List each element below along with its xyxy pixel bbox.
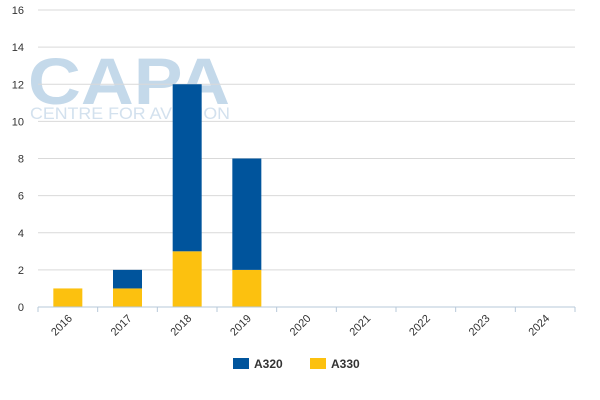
y-tick-label: 6 [18,191,24,203]
y-tick-label: 14 [12,42,24,54]
bars [53,84,262,307]
bar-a330-2018 [172,251,202,307]
y-axis-tick-labels: 0 2 4 6 8 10 12 14 16 [12,5,24,314]
bar-a320-2019 [232,158,262,270]
y-tick-label: 2 [18,265,24,277]
y-tick-label: 10 [12,116,24,128]
legend-swatch-a320 [233,358,249,369]
bar-a320-2017 [113,269,142,289]
y-tick-label: 8 [18,154,24,166]
x-tick-label: 2019 [228,313,254,339]
y-tick-label: 0 [18,302,24,314]
y-tick-label: 12 [12,79,24,91]
legend: A320 A330 [233,357,360,371]
legend-label-a330: A330 [331,357,360,371]
x-tick-label: 2023 [467,313,493,339]
bar-a320-2018 [172,84,202,252]
x-tick-label: 2018 [168,313,194,339]
bar-a330-2016 [53,288,83,307]
gridlines [38,9,575,271]
x-tick-label: 2016 [49,313,75,339]
y-tick-label: 16 [12,5,24,17]
x-axis [37,306,576,312]
x-tick-label: 2022 [407,313,433,339]
x-tick-label: 2020 [288,313,314,339]
x-tick-label: 2017 [109,313,135,339]
x-tick-label: 2021 [347,313,373,339]
x-tick-label: 2024 [526,313,552,339]
legend-swatch-a330 [310,358,326,369]
legend-label-a320: A320 [254,357,283,371]
bar-a330-2019 [232,269,262,307]
bar-a330-2017 [113,288,142,307]
x-axis-tick-labels: 2016 2017 2018 2019 2020 2021 2022 2023 2024 [49,313,552,339]
y-tick-label: 4 [18,228,24,240]
